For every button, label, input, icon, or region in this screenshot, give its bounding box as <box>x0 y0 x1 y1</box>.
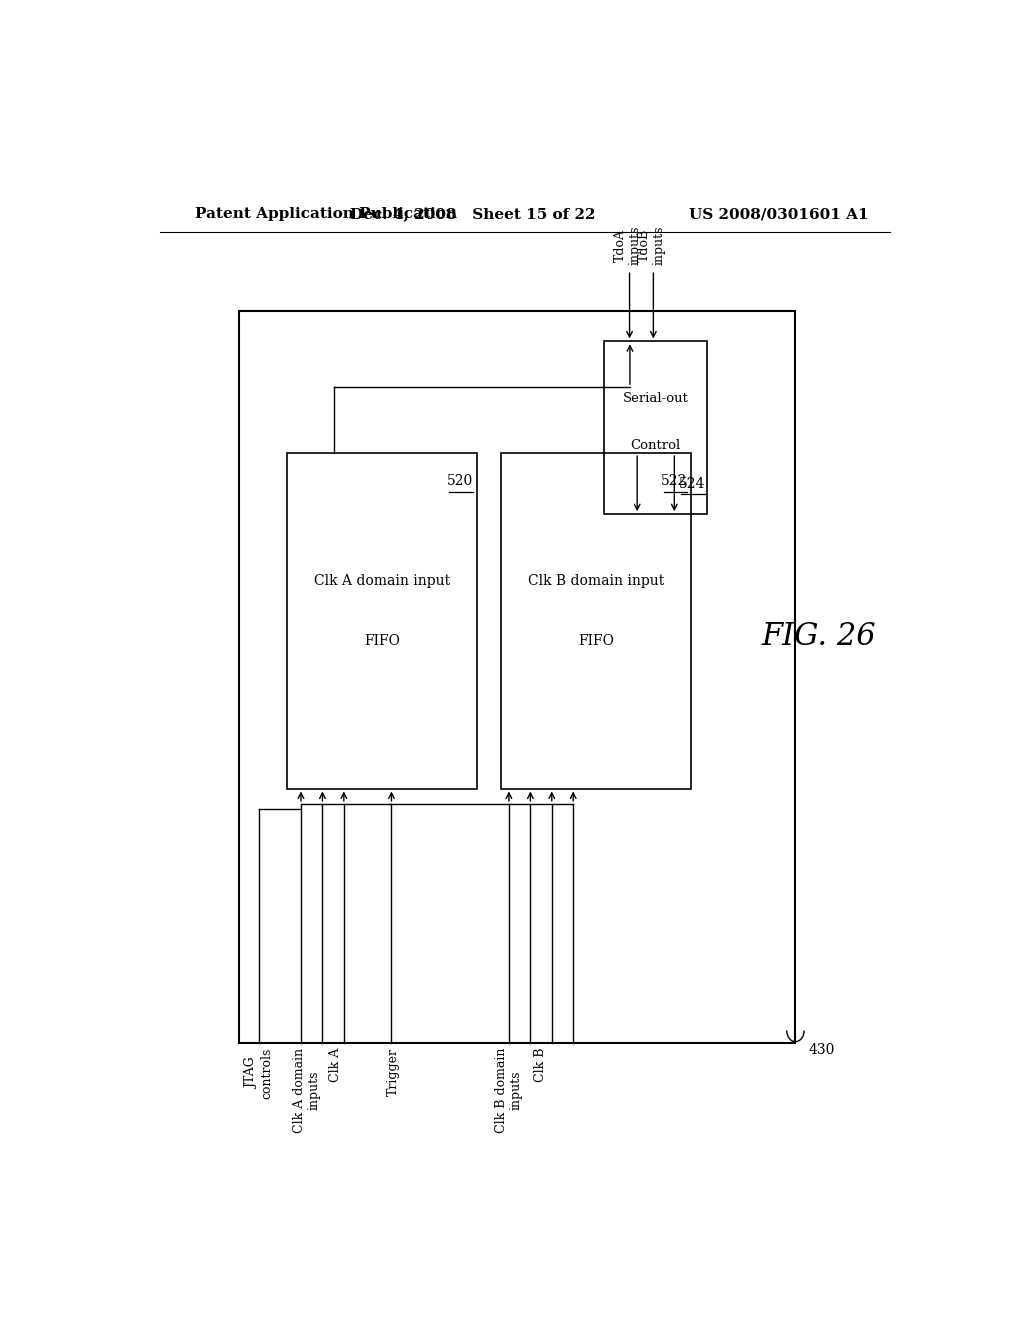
Text: Dec. 4, 2008   Sheet 15 of 22: Dec. 4, 2008 Sheet 15 of 22 <box>350 207 596 222</box>
Text: Trigger: Trigger <box>387 1048 400 1096</box>
Text: Clk B domain
inputs: Clk B domain inputs <box>495 1048 523 1133</box>
Text: 524: 524 <box>679 477 705 491</box>
Text: Serial-out: Serial-out <box>623 392 689 405</box>
Text: 522: 522 <box>662 474 687 487</box>
Text: FIFO: FIFO <box>579 634 614 648</box>
Text: FIFO: FIFO <box>364 634 400 648</box>
Text: Clk A domain input: Clk A domain input <box>314 574 450 587</box>
Text: TdoB
inputs: TdoB inputs <box>638 226 666 265</box>
Text: Control: Control <box>631 438 681 451</box>
Bar <box>604 342 708 515</box>
Text: TdoA
inputs: TdoA inputs <box>614 226 642 265</box>
Bar <box>501 453 691 788</box>
Text: US 2008/0301601 A1: US 2008/0301601 A1 <box>689 207 868 222</box>
Text: Clk A: Clk A <box>330 1048 342 1082</box>
Text: Clk A domain
inputs: Clk A domain inputs <box>293 1048 321 1133</box>
Text: Patent Application Publication: Patent Application Publication <box>196 207 458 222</box>
Text: Clk B domain input: Clk B domain input <box>528 574 665 587</box>
Bar <box>240 312 795 1043</box>
Text: 520: 520 <box>446 474 473 487</box>
Text: FIG. 26: FIG. 26 <box>761 620 876 652</box>
Bar <box>287 453 477 788</box>
Text: 430: 430 <box>808 1043 835 1057</box>
Text: Clk B: Clk B <box>535 1048 547 1082</box>
Text: JTAG
controls: JTAG controls <box>245 1048 273 1100</box>
